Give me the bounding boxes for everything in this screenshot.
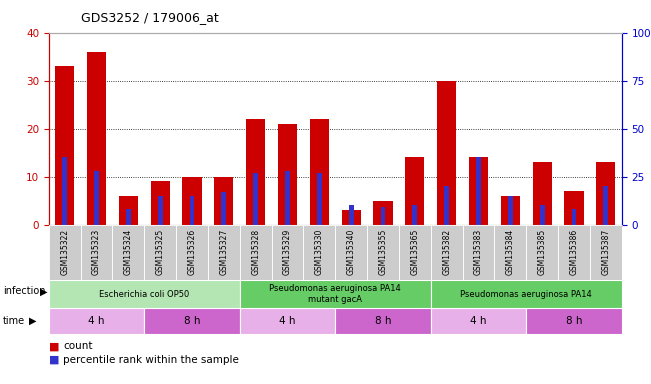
Bar bbox=[240, 225, 271, 280]
Text: Pseudomonas aeruginosa PA14
mutant gacA: Pseudomonas aeruginosa PA14 mutant gacA bbox=[270, 285, 401, 304]
Bar bbox=[399, 225, 431, 280]
Text: Pseudomonas aeruginosa PA14: Pseudomonas aeruginosa PA14 bbox=[460, 290, 592, 299]
Text: GSM135329: GSM135329 bbox=[283, 229, 292, 275]
Text: infection: infection bbox=[3, 286, 46, 296]
Bar bbox=[508, 196, 513, 225]
Bar bbox=[113, 225, 145, 280]
Text: GSM135365: GSM135365 bbox=[410, 229, 419, 275]
Bar bbox=[240, 308, 335, 334]
Text: percentile rank within the sample: percentile rank within the sample bbox=[63, 355, 239, 365]
Text: 4 h: 4 h bbox=[279, 316, 296, 326]
Bar bbox=[253, 173, 258, 225]
Bar bbox=[271, 225, 303, 280]
Bar bbox=[374, 201, 393, 225]
Bar bbox=[335, 308, 431, 334]
Text: GSM135382: GSM135382 bbox=[442, 229, 451, 275]
Bar bbox=[285, 171, 290, 225]
Text: GSM135328: GSM135328 bbox=[251, 229, 260, 275]
Bar bbox=[342, 210, 361, 225]
Bar bbox=[526, 225, 558, 280]
Bar bbox=[246, 119, 265, 225]
Bar bbox=[603, 186, 608, 225]
Text: 8 h: 8 h bbox=[566, 316, 582, 326]
Text: GSM135325: GSM135325 bbox=[156, 229, 165, 275]
Text: GSM135384: GSM135384 bbox=[506, 229, 515, 275]
Bar bbox=[540, 205, 544, 225]
Text: ▶: ▶ bbox=[29, 316, 36, 326]
Text: GSM135385: GSM135385 bbox=[538, 229, 547, 275]
Bar bbox=[182, 177, 202, 225]
Bar bbox=[349, 205, 353, 225]
Text: Escherichia coli OP50: Escherichia coli OP50 bbox=[99, 290, 189, 299]
Bar bbox=[81, 225, 113, 280]
Bar bbox=[62, 157, 67, 225]
Bar bbox=[431, 280, 622, 308]
Bar bbox=[317, 173, 322, 225]
Bar bbox=[126, 209, 131, 225]
Bar bbox=[240, 280, 431, 308]
Bar bbox=[431, 225, 463, 280]
Text: GSM135323: GSM135323 bbox=[92, 229, 101, 275]
Bar bbox=[476, 157, 481, 225]
Text: 8 h: 8 h bbox=[375, 316, 391, 326]
Bar bbox=[558, 225, 590, 280]
Bar bbox=[526, 308, 622, 334]
Text: GDS3252 / 179006_at: GDS3252 / 179006_at bbox=[81, 12, 219, 25]
Bar bbox=[572, 209, 576, 225]
Bar bbox=[208, 225, 240, 280]
Text: GSM135330: GSM135330 bbox=[315, 229, 324, 275]
Bar bbox=[533, 162, 551, 225]
Text: ■: ■ bbox=[49, 341, 63, 351]
Bar bbox=[145, 308, 240, 334]
Bar bbox=[145, 225, 176, 280]
Bar bbox=[87, 52, 106, 225]
Bar bbox=[431, 308, 526, 334]
Bar bbox=[590, 225, 622, 280]
Bar bbox=[150, 182, 170, 225]
Text: 4 h: 4 h bbox=[89, 316, 105, 326]
Bar bbox=[278, 124, 297, 225]
Bar bbox=[381, 207, 385, 225]
Text: GSM135386: GSM135386 bbox=[570, 229, 579, 275]
Bar bbox=[406, 157, 424, 225]
Bar bbox=[437, 81, 456, 225]
Text: GSM135340: GSM135340 bbox=[347, 229, 355, 275]
Bar bbox=[49, 280, 240, 308]
Bar bbox=[221, 192, 227, 225]
Text: GSM135326: GSM135326 bbox=[187, 229, 197, 275]
Bar bbox=[94, 171, 99, 225]
Text: 4 h: 4 h bbox=[470, 316, 487, 326]
Bar bbox=[303, 225, 335, 280]
Bar bbox=[463, 225, 494, 280]
Text: 8 h: 8 h bbox=[184, 316, 201, 326]
Bar bbox=[469, 157, 488, 225]
Bar bbox=[176, 225, 208, 280]
Bar bbox=[413, 205, 417, 225]
Bar bbox=[335, 225, 367, 280]
Bar bbox=[158, 196, 163, 225]
Text: count: count bbox=[63, 341, 92, 351]
Bar bbox=[494, 225, 526, 280]
Text: ▶: ▶ bbox=[40, 286, 48, 296]
Bar bbox=[55, 66, 74, 225]
Text: GSM135322: GSM135322 bbox=[61, 229, 69, 275]
Bar bbox=[564, 191, 583, 225]
Bar bbox=[119, 196, 138, 225]
Bar bbox=[214, 177, 234, 225]
Bar bbox=[367, 225, 399, 280]
Bar bbox=[49, 308, 145, 334]
Bar bbox=[444, 186, 449, 225]
Text: GSM135383: GSM135383 bbox=[474, 229, 483, 275]
Text: GSM135355: GSM135355 bbox=[378, 229, 387, 275]
Text: GSM135324: GSM135324 bbox=[124, 229, 133, 275]
Bar bbox=[596, 162, 615, 225]
Bar bbox=[189, 196, 195, 225]
Text: ■: ■ bbox=[49, 355, 63, 365]
Bar bbox=[501, 196, 520, 225]
Bar bbox=[310, 119, 329, 225]
Bar bbox=[49, 225, 81, 280]
Text: GSM135327: GSM135327 bbox=[219, 229, 229, 275]
Text: GSM135387: GSM135387 bbox=[602, 229, 610, 275]
Text: time: time bbox=[3, 316, 25, 326]
